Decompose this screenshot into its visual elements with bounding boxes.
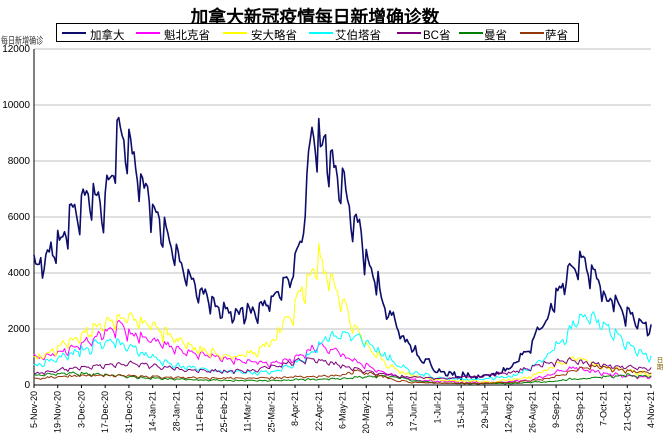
svg-text:17-Dec-20: 17-Dec-20 <box>100 391 110 433</box>
svg-text:4-Nov-21: 4-Nov-21 <box>646 391 656 428</box>
svg-text:5-Nov-20: 5-Nov-20 <box>29 391 39 428</box>
svg-text:12-Aug-21: 12-Aug-21 <box>504 391 514 433</box>
svg-text:8-Apr-21: 8-Apr-21 <box>290 391 300 426</box>
svg-text:4000: 4000 <box>8 268 31 279</box>
svg-text:17-Jun-21: 17-Jun-21 <box>409 391 419 432</box>
svg-text:0: 0 <box>24 380 30 391</box>
svg-text:15-Jul-21: 15-Jul-21 <box>456 391 466 429</box>
svg-text:22-Apr-21: 22-Apr-21 <box>314 391 324 431</box>
svg-text:3-Dec-20: 3-Dec-20 <box>76 391 86 428</box>
svg-text:9-Sep-21: 9-Sep-21 <box>551 391 561 428</box>
svg-text:14-Jan-21: 14-Jan-21 <box>148 391 158 432</box>
svg-text:25-Feb-21: 25-Feb-21 <box>219 391 229 433</box>
svg-text:28-Jan-21: 28-Jan-21 <box>171 391 181 432</box>
svg-text:11-Mar-21: 11-Mar-21 <box>243 391 253 432</box>
svg-text:7-Oct-21: 7-Oct-21 <box>599 391 609 426</box>
svg-text:6000: 6000 <box>8 212 31 223</box>
svg-text:20-May-21: 20-May-21 <box>361 391 371 433</box>
svg-text:29-Jul-21: 29-Jul-21 <box>480 391 490 429</box>
svg-text:26-Aug-21: 26-Aug-21 <box>527 391 537 433</box>
svg-text:31-Dec-20: 31-Dec-20 <box>124 391 134 433</box>
svg-text:3-Jun-21: 3-Jun-21 <box>385 391 395 427</box>
svg-text:25-Mar-21: 25-Mar-21 <box>266 391 276 433</box>
svg-text:23-Sep-21: 23-Sep-21 <box>575 391 585 433</box>
svg-text:2000: 2000 <box>8 324 31 335</box>
svg-text:6-May-21: 6-May-21 <box>338 391 348 429</box>
svg-text:1-Jul-21: 1-Jul-21 <box>432 391 442 424</box>
svg-text:21-Oct-21: 21-Oct-21 <box>622 391 632 431</box>
svg-text:19-Nov-20: 19-Nov-20 <box>53 391 63 433</box>
svg-text:10000: 10000 <box>2 100 30 111</box>
svg-text:8000: 8000 <box>8 156 31 167</box>
svg-text:11-Feb-21: 11-Feb-21 <box>195 391 205 432</box>
